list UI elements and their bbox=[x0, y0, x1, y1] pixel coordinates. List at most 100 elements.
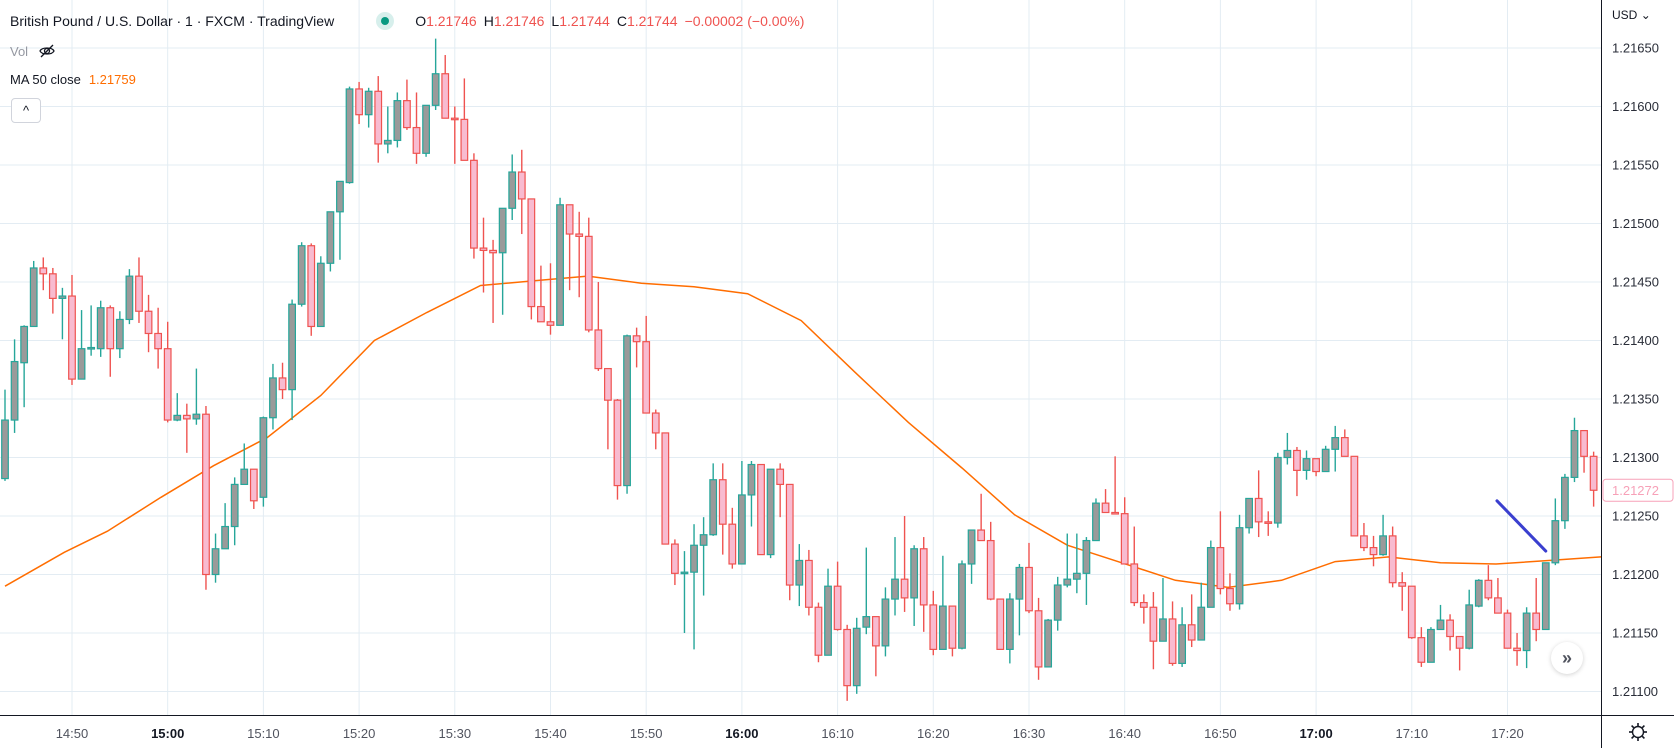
candle-body bbox=[537, 305, 545, 323]
candle-body bbox=[651, 412, 660, 434]
candle-up bbox=[508, 154, 517, 220]
candle-down bbox=[460, 78, 469, 161]
candle-up bbox=[824, 568, 832, 656]
candle-body bbox=[1398, 582, 1407, 587]
candle-down bbox=[613, 399, 622, 500]
price-chart[interactable] bbox=[0, 0, 1601, 715]
candle-body bbox=[1149, 606, 1158, 642]
candle-down bbox=[1360, 523, 1368, 552]
candle-down bbox=[489, 239, 497, 323]
candle-up bbox=[269, 363, 277, 430]
scroll-to-realtime-button[interactable]: » bbox=[1551, 642, 1583, 674]
candle-body bbox=[163, 348, 172, 421]
candle-body bbox=[374, 90, 383, 145]
candle-body bbox=[1446, 619, 1454, 638]
time-axis[interactable] bbox=[0, 715, 1674, 748]
candle-body bbox=[1455, 635, 1464, 649]
candle-body bbox=[1369, 546, 1378, 556]
candle-down bbox=[670, 539, 679, 586]
candle-down bbox=[48, 267, 57, 314]
candle-down bbox=[106, 305, 115, 377]
volume-indicator-row[interactable]: Vol bbox=[10, 40, 804, 62]
candle-up bbox=[1245, 497, 1254, 534]
candle-down bbox=[594, 282, 603, 371]
candle-body bbox=[1130, 563, 1139, 604]
candle-up bbox=[556, 197, 564, 326]
candle-down bbox=[1455, 635, 1464, 671]
eye-off-icon[interactable] bbox=[38, 42, 56, 60]
change-value: −0.00002 (−0.00%) bbox=[684, 13, 805, 29]
candle-up bbox=[747, 461, 756, 527]
candle-body bbox=[1541, 562, 1550, 631]
candle-body bbox=[1264, 521, 1273, 524]
candle-body bbox=[881, 598, 890, 647]
candle-up bbox=[938, 555, 947, 650]
candle-body bbox=[1494, 597, 1502, 614]
candle-body bbox=[604, 367, 612, 401]
price-axis[interactable] bbox=[1601, 0, 1674, 715]
candle-body bbox=[642, 341, 651, 414]
candle-body bbox=[1532, 612, 1541, 631]
candle-body bbox=[1484, 579, 1493, 599]
candle-up bbox=[1379, 514, 1387, 556]
ma-indicator-row[interactable]: MA 50 close 1.21759 bbox=[10, 68, 804, 90]
candle-body bbox=[556, 204, 564, 326]
candle-body bbox=[479, 247, 488, 252]
candle-down bbox=[757, 463, 765, 556]
candle-body bbox=[623, 335, 631, 487]
candle-down bbox=[871, 616, 880, 677]
candle-down bbox=[68, 274, 76, 385]
candle-body bbox=[929, 604, 938, 650]
candle-up bbox=[259, 416, 268, 507]
candle-body bbox=[326, 211, 335, 264]
collapse-legend-button[interactable]: ^ bbox=[11, 98, 41, 123]
candle-up bbox=[498, 207, 507, 315]
candle-up bbox=[364, 87, 373, 128]
candle-body bbox=[680, 571, 689, 575]
ma-label: MA 50 close bbox=[10, 71, 81, 87]
candle-down bbox=[1312, 458, 1320, 477]
candle-body bbox=[690, 544, 698, 573]
candle-up bbox=[766, 468, 775, 559]
candle-up bbox=[336, 180, 344, 260]
candle-body bbox=[1187, 624, 1196, 641]
candle-up bbox=[1541, 562, 1550, 631]
candle-body bbox=[1589, 455, 1598, 491]
candle-up bbox=[1551, 498, 1560, 566]
candle-up bbox=[383, 106, 392, 154]
candle-up bbox=[699, 517, 708, 596]
candle-up bbox=[87, 305, 96, 356]
candle-up bbox=[1474, 579, 1483, 608]
candle-down bbox=[249, 468, 258, 509]
candle-down bbox=[632, 327, 641, 368]
candle-down bbox=[919, 537, 928, 632]
candles bbox=[1, 38, 1598, 701]
candle-up bbox=[1561, 473, 1569, 529]
candle-body bbox=[824, 585, 832, 656]
candle-up bbox=[1092, 498, 1100, 542]
candle-down bbox=[441, 55, 450, 119]
candle-body bbox=[900, 578, 909, 599]
candle-up bbox=[1321, 445, 1330, 473]
candle-up bbox=[1427, 627, 1435, 663]
candle-down bbox=[39, 257, 48, 291]
trend-line-drawing[interactable] bbox=[1495, 499, 1548, 553]
candle-body bbox=[804, 559, 813, 608]
candle-down bbox=[1350, 455, 1359, 537]
candle-body bbox=[87, 346, 96, 350]
symbol-title[interactable]: British Pound / U.S. Dollar · 1 · FXCM ·… bbox=[10, 13, 335, 29]
candle-down bbox=[776, 463, 785, 518]
candle-body bbox=[240, 468, 249, 486]
candle-body bbox=[910, 548, 919, 599]
candle-down bbox=[1484, 565, 1493, 601]
candle-down bbox=[1130, 526, 1139, 607]
candle-body bbox=[565, 204, 574, 235]
candle-down bbox=[144, 294, 153, 353]
chart-settings-button[interactable] bbox=[1601, 715, 1674, 748]
candle-body bbox=[259, 417, 268, 498]
candle-down bbox=[1120, 497, 1129, 565]
candle-down bbox=[843, 624, 852, 701]
currency-dropdown[interactable]: USD ⌄ bbox=[1612, 8, 1651, 22]
candle-up bbox=[297, 242, 306, 307]
candle-body bbox=[1360, 535, 1368, 549]
